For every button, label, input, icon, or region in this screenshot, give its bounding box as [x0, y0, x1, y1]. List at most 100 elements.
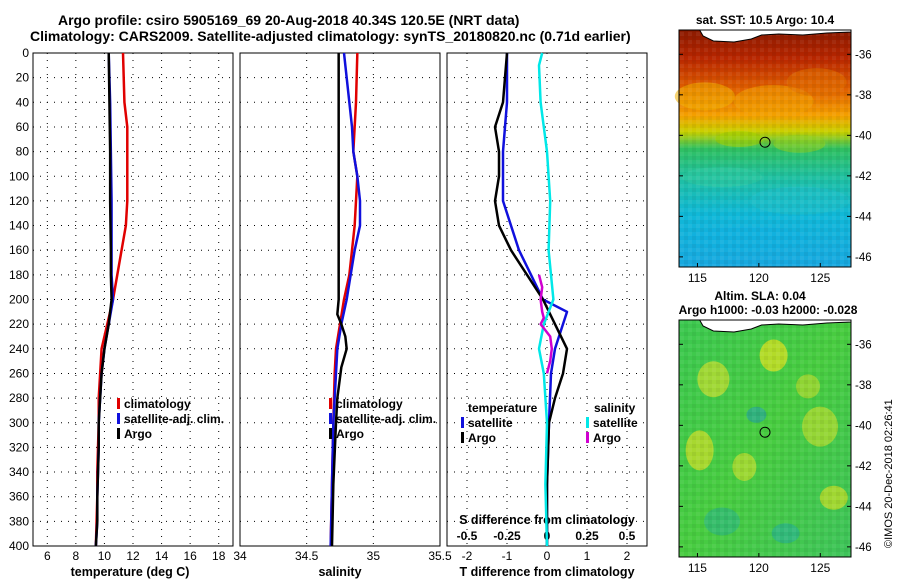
y-tick-label: 20 — [16, 71, 30, 85]
map-x-tick-label: 115 — [688, 561, 707, 575]
figure-title-line2: Climatology: CARS2009. Satellite-adjuste… — [30, 28, 631, 44]
map-y-tick-label: -42 — [855, 171, 872, 183]
x-tick-label: 14 — [155, 549, 169, 563]
x-tick-label: 18 — [212, 549, 226, 563]
map-y-tick-label: -36 — [855, 49, 872, 61]
legend-swatch — [586, 417, 589, 428]
y-tick-label: 380 — [9, 514, 29, 528]
y-tick-label: 320 — [9, 440, 29, 454]
y-tick-label: 340 — [9, 465, 29, 479]
x-tick-label: 34.5 — [295, 549, 319, 563]
y-tick-label: 200 — [9, 293, 29, 307]
x-tick-label: 6 — [44, 549, 51, 563]
argo-position-marker — [759, 426, 771, 438]
y-tick-label: 220 — [9, 317, 29, 331]
legend-label: satellite-adj. clim. — [336, 412, 436, 426]
map-y-tick-label: -36 — [855, 339, 872, 351]
x-tick-label: 16 — [183, 549, 197, 563]
x-axis-label: salinity — [318, 565, 361, 579]
y-tick-label: 140 — [9, 219, 29, 233]
y-tick-label: 40 — [16, 95, 30, 109]
series-line-t-satellite — [501, 53, 569, 546]
map-sla-map: -36 -38 -40 -42 -44 -46 115 120 125 — [678, 319, 872, 575]
legend-label: Argo — [468, 431, 496, 445]
s-tick-label: -0.25 — [493, 529, 521, 543]
panel-frame — [239, 52, 441, 547]
s-tick-label: 0.5 — [619, 529, 636, 543]
map-x-tick-label: 120 — [749, 271, 769, 285]
y-tick-label: 360 — [9, 490, 29, 504]
sla-map-title-line2: Argo h1000: -0.03 h2000: -0.028 — [679, 303, 858, 317]
panel-temperature-panel: 6 8 10 12 14 16 18 temperature (deg C) climatolo… — [32, 52, 234, 579]
legend-swatch — [117, 428, 120, 439]
panel-frame — [32, 52, 234, 547]
series-line-s-satellite — [537, 52, 555, 547]
map-frame — [678, 29, 852, 268]
legend-swatch — [117, 413, 120, 424]
y-tick-label: 0 — [22, 46, 29, 60]
figure-title-line1: Argo profile: csiro 5905169_69 20-Aug-20… — [58, 12, 520, 28]
y-tick-label: 180 — [9, 268, 29, 282]
map-frame — [678, 319, 852, 558]
map-y-tick-label: -38 — [855, 380, 872, 392]
series-line-satellite-adj-clim- — [329, 52, 362, 547]
legend-label: Argo — [124, 427, 152, 441]
legend-label: satellite — [468, 416, 513, 430]
x-tick-label: -1 — [502, 549, 513, 563]
panel-difference-panel: -2 -1 0 1 2-0.5 -0.25 0 0.25 0.5S difference fro… — [446, 52, 648, 579]
legend-swatch — [329, 413, 332, 424]
map-y-tick-label: -40 — [855, 130, 872, 142]
legend-label: Argo — [336, 427, 364, 441]
legend-label: satellite — [593, 416, 638, 430]
legend-swatch — [461, 432, 464, 443]
panel-salinity-panel: 34 34.5 35 35.5 salinity climatologysatellite… — [233, 52, 452, 579]
x-axis-label: temperature (deg C) — [71, 565, 190, 579]
sla-map-title-line1: Altim. SLA: 0.04 — [714, 289, 806, 303]
map-x-tick-label: 125 — [810, 561, 830, 575]
y-tick-label: 260 — [9, 366, 29, 380]
x-tick-label: 35 — [367, 549, 381, 563]
legend-title: salinity — [594, 401, 636, 415]
s-tick-label: -0.5 — [457, 529, 478, 543]
x-tick-label: 10 — [98, 549, 112, 563]
map-y-tick-label: -40 — [855, 420, 872, 432]
series-line-s-argo — [537, 274, 554, 374]
legend-swatch — [586, 432, 589, 443]
s-tick-label: 0.25 — [575, 529, 599, 543]
map-texture — [679, 320, 851, 557]
sst-map-title: sat. SST: 10.5 Argo: 10.4 — [696, 13, 835, 27]
y-tick-label: 400 — [9, 539, 29, 553]
x-tick-label: 8 — [73, 549, 80, 563]
y-tick-label: 80 — [16, 145, 30, 159]
x-tick-label: 34 — [233, 549, 247, 563]
legend-label: climatology — [124, 397, 191, 411]
x-tick-label: 2 — [624, 549, 631, 563]
x-tick-label: -2 — [462, 549, 473, 563]
map-texture — [679, 30, 851, 267]
legend-swatch — [117, 398, 120, 409]
x-axis-label: T difference from climatology — [459, 565, 634, 579]
map-x-tick-label: 115 — [688, 271, 707, 285]
y-tick-label: 60 — [16, 120, 30, 134]
legend-swatch — [329, 398, 332, 409]
y-tick-label: 120 — [9, 194, 29, 208]
legend-label: Argo — [593, 431, 621, 445]
y-tick-label: 100 — [9, 169, 29, 183]
map-x-tick-label: 125 — [810, 271, 830, 285]
x-tick-label: 35.5 — [428, 549, 452, 563]
y-tick-label: 300 — [9, 416, 29, 430]
series-line-argo — [330, 53, 348, 547]
map-y-tick-label: -46 — [855, 252, 872, 264]
map-y-tick-label: -42 — [855, 461, 872, 473]
y-tick-label: 160 — [9, 243, 29, 257]
legend-label: satellite-adj. clim. — [124, 412, 224, 426]
map-y-tick-label: -44 — [855, 501, 872, 513]
argo-position-marker — [759, 136, 771, 148]
x-tick-label: 1 — [584, 549, 591, 563]
legend-swatch — [461, 417, 464, 428]
legend-label: climatology — [336, 397, 403, 411]
map-y-tick-label: -38 — [855, 90, 872, 102]
credit-text: ©IMOS 20-Dec-2018 02:26:41 — [883, 399, 895, 548]
map-sst-map: -36 -38 -40 -42 -44 -46 115 120 125 — [674, 29, 872, 285]
